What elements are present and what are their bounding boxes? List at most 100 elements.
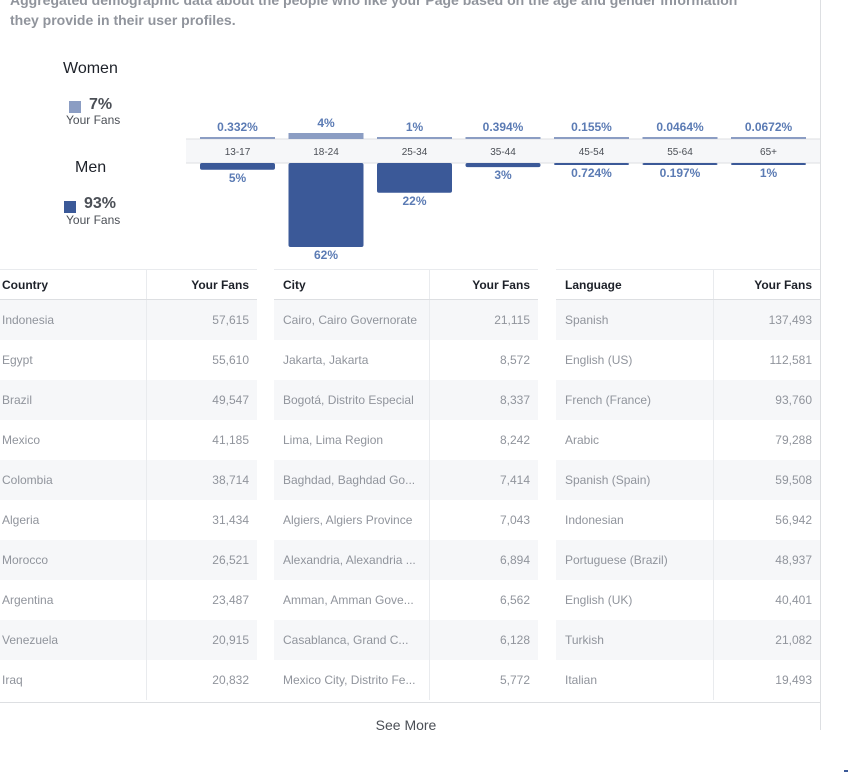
city-name-cell: Mexico City, Distrito Fe... (274, 660, 430, 700)
language-name-cell: English (UK) (556, 580, 714, 620)
women-value-label: 0.332% (217, 120, 258, 134)
women-bar (554, 137, 629, 139)
women-value-label: 0.0464% (656, 120, 704, 134)
city-name-cell: Jakarta, Jakarta (274, 340, 430, 380)
country-name-cell: Algeria (0, 500, 147, 540)
country-fans-cell: 49,547 (146, 380, 257, 420)
women-bar (465, 137, 541, 139)
country-name-cell: Mexico (0, 420, 147, 460)
women-bar (377, 137, 452, 139)
men-value-label: 0.197% (660, 166, 701, 180)
language-name-cell: Spanish (556, 299, 714, 340)
city-row: Baghdad, Baghdad Go... 7,414 (274, 460, 538, 500)
city-fans-cell: 6,562 (499, 593, 530, 607)
city-name-cell: Algiers, Algiers Province (274, 500, 430, 540)
language-row: Italian 19,493 (556, 660, 820, 700)
country-row: Morocco 26,521 (0, 540, 257, 580)
city-fans-cell: 6,894 (429, 540, 538, 580)
women-label: Women (63, 60, 118, 77)
country-name-cell: Colombia (0, 460, 147, 500)
women-bar (731, 137, 806, 139)
country-header: Country (0, 269, 147, 300)
language-fans-cell: 40,401 (775, 593, 812, 607)
country-row: Argentina 23,487 (0, 580, 257, 620)
country-name-cell: Brazil (0, 380, 147, 420)
country-fans-cell: 57,615 (146, 299, 257, 340)
language-row: English (US) 112,581 (556, 340, 820, 380)
language-header: Language (556, 269, 714, 300)
country-fans-cell: 55,610 (212, 353, 249, 367)
country-row: Indonesia 57,615 (0, 299, 257, 340)
language-fans-cell: 48,937 (713, 540, 820, 580)
men-bar (200, 163, 275, 170)
city-row: Bogotá, Distrito Especial 8,337 (274, 380, 538, 420)
city-row: Alexandria, Alexandria ... 6,894 (274, 540, 538, 580)
city-name-cell: Alexandria, Alexandria ... (274, 540, 430, 580)
country-name-cell: Indonesia (0, 299, 147, 340)
see-more-link[interactable]: See More (375, 717, 437, 730)
country-fans-cell: 20,832 (212, 673, 249, 687)
city-fans-cell: 7,043 (499, 513, 530, 527)
city-row: Jakarta, Jakarta 8,572 (274, 340, 538, 380)
men-label: Men (75, 159, 107, 176)
men-value-label: 3% (494, 168, 512, 182)
city-table: City Your Fans Cairo, Cairo Governorate 2… (274, 269, 538, 700)
country-row: Iraq 20,832 (0, 660, 257, 700)
country-table: Country Your Fans Indonesia 57,615 Egypt 55… (0, 269, 257, 700)
language-fans-cell: 93,760 (713, 380, 820, 420)
age-tick-label: 45-54 (579, 147, 605, 158)
city-fans-cell: 8,572 (499, 353, 530, 367)
men-fans-sub: Your Fans (66, 213, 121, 227)
men-value-label: 22% (402, 194, 426, 208)
language-name-cell: Portuguese (Brazil) (556, 540, 714, 580)
age-gender-chart: 0.332% 13-17 5% 4% 18-24 62% 1% 25-34 22% 0.394% 3… (186, 116, 820, 262)
city-fans-cell: 21,115 (429, 299, 538, 340)
country-row: Mexico 41,185 (0, 420, 257, 460)
language-row: Turkish 21,082 (556, 620, 820, 660)
men-value-label: 1% (760, 166, 778, 180)
men-bar (465, 163, 541, 168)
language-fans-cell: 59,508 (713, 460, 820, 500)
intro-line-2: they provide in their user profiles. (10, 12, 236, 28)
language-name-cell: Italian (556, 660, 714, 700)
men-value-label: 62% (314, 248, 338, 262)
city-name-cell: Bogotá, Distrito Especial (274, 380, 430, 420)
demographics-panel: Aggregated demographic data about the pe… (0, 0, 821, 730)
age-band (186, 139, 820, 163)
country-fans-header: Your Fans (146, 269, 257, 300)
corner-mark (844, 770, 848, 772)
language-row: Spanish (Spain) 59,508 (556, 460, 820, 500)
women-value-label: 0.0672% (745, 120, 793, 134)
city-name-cell: Cairo, Cairo Governorate (274, 299, 430, 340)
city-row: Algiers, Algiers Province 7,043 (274, 500, 538, 540)
age-tick-label: 65+ (760, 147, 777, 158)
men-swatch (64, 201, 76, 213)
city-name-cell: Casablanca, Grand C... (274, 620, 430, 660)
language-row: Arabic 79,288 (556, 420, 820, 460)
language-fans-cell: 112,581 (769, 353, 813, 367)
language-fans-cell: 137,493 (713, 299, 820, 340)
women-bar (642, 137, 718, 139)
women-value-label: 0.394% (483, 120, 524, 134)
city-name-cell: Baghdad, Baghdad Go... (274, 460, 430, 500)
women-percent: 7% (89, 96, 113, 113)
language-name-cell: Turkish (556, 620, 714, 660)
men-percent: 93% (84, 195, 117, 212)
language-row: Indonesian 56,942 (556, 500, 820, 540)
men-bar (554, 163, 629, 165)
city-row: Cairo, Cairo Governorate 21,115 (274, 299, 538, 340)
country-name-cell: Venezuela (0, 620, 147, 660)
country-row: Brazil 49,547 (0, 380, 257, 420)
women-value-label: 4% (317, 116, 335, 130)
city-row: Casablanca, Grand C... 6,128 (274, 620, 538, 660)
men-bar (731, 163, 806, 165)
language-fans-cell: 19,493 (775, 673, 812, 687)
city-row: Lima, Lima Region 8,242 (274, 420, 538, 460)
language-row: Portuguese (Brazil) 48,937 (556, 540, 820, 580)
age-tick-label: 13-17 (225, 147, 251, 158)
city-fans-cell: 7,414 (429, 460, 538, 500)
language-fans-cell: 56,942 (775, 513, 812, 527)
country-name-cell: Egypt (0, 340, 147, 380)
country-fans-cell: 20,915 (146, 620, 257, 660)
country-fans-cell: 23,487 (212, 593, 249, 607)
